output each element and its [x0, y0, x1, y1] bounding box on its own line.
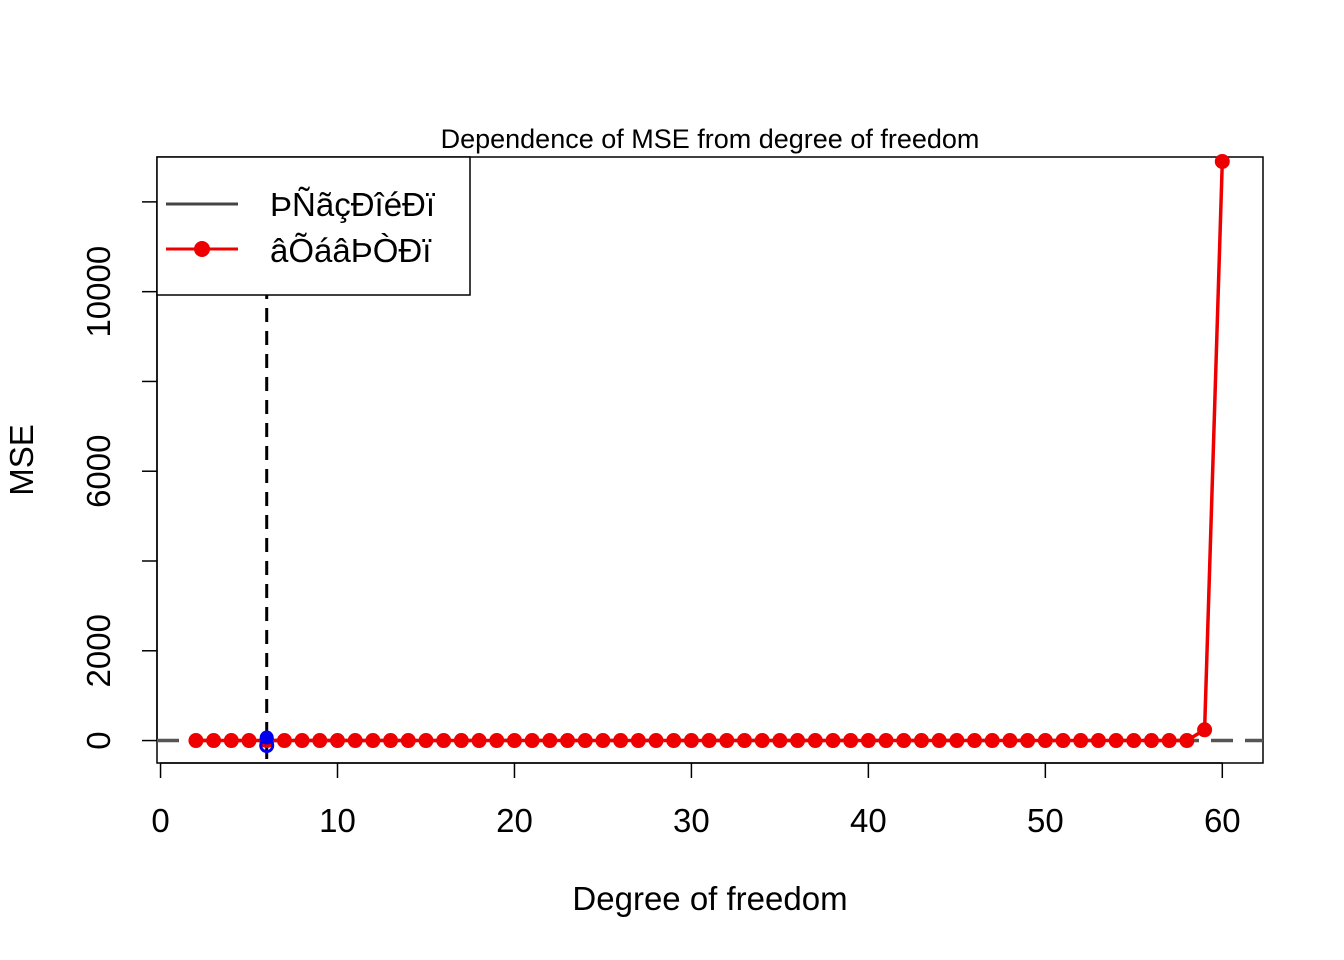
- legend-marker-test: [194, 241, 210, 257]
- series-test-point: [701, 733, 717, 749]
- series-test-point: [630, 733, 646, 749]
- series-test-point: [453, 733, 469, 749]
- series-test-point: [1090, 733, 1106, 749]
- series-test-point: [542, 733, 558, 749]
- series-test-point: [737, 733, 753, 749]
- series-test-point: [913, 733, 929, 749]
- series-test-point: [560, 733, 576, 749]
- series-test-point: [329, 733, 345, 749]
- series-test-point: [506, 733, 522, 749]
- series-test-point: [418, 733, 434, 749]
- series-test-point: [1126, 733, 1142, 749]
- series-test-point: [1055, 733, 1071, 749]
- series-test-point: [719, 733, 735, 749]
- x-tick-label: 10: [319, 802, 356, 839]
- legend: ÞÑãçÐîéÐï âÕáâÞÒÐï: [156, 156, 471, 296]
- series-test-point: [312, 733, 328, 749]
- series-test-point: [613, 733, 629, 749]
- series-test-point: [489, 733, 505, 749]
- series-test-point: [754, 733, 770, 749]
- series-test-point: [1179, 733, 1195, 749]
- series-test-point: [878, 733, 894, 749]
- x-tick-label: 20: [496, 802, 533, 839]
- y-tick-label: 2000: [80, 614, 117, 687]
- x-tick-label: 50: [1027, 802, 1064, 839]
- y-tick-label: 10000: [80, 246, 117, 338]
- series-test-point: [206, 733, 222, 749]
- series-test-point: [772, 733, 788, 749]
- series-test-point: [984, 733, 1000, 749]
- series-test-point: [949, 733, 965, 749]
- series-test-point: [276, 733, 292, 749]
- series-test-point: [1002, 733, 1018, 749]
- series-test-point: [666, 733, 682, 749]
- series-test-point: [577, 733, 593, 749]
- series-test-point: [1214, 153, 1230, 169]
- y-axis-label: MSE: [3, 424, 40, 496]
- series-test-point: [436, 733, 452, 749]
- x-axis: 0 10 20 30 40 50 60: [151, 762, 1241, 839]
- x-tick-label: 60: [1204, 802, 1241, 839]
- series-test-point: [1197, 722, 1213, 738]
- legend-label-theoretical: ÞÑãçÐîéÐï: [270, 186, 436, 223]
- series-test-point: [683, 733, 699, 749]
- series-test-point: [1161, 733, 1177, 749]
- series-test-point: [1108, 733, 1124, 749]
- series-test-point: [595, 733, 611, 749]
- series-test-point: [365, 733, 381, 749]
- series-test-point: [648, 733, 664, 749]
- series-test-point: [843, 733, 859, 749]
- series-test-point: [807, 733, 823, 749]
- series-test-point: [967, 733, 983, 749]
- series-test-point: [860, 733, 876, 749]
- series-test-point: [896, 733, 912, 749]
- series-test-point: [1144, 733, 1160, 749]
- chart-title: Dependence of MSE from degree of freedom: [441, 124, 980, 154]
- series-test-point: [1020, 733, 1036, 749]
- y-tick-label: 6000: [80, 435, 117, 508]
- plot-marks: [157, 153, 1263, 763]
- series-test-point: [347, 733, 363, 749]
- series-test-point: [188, 733, 204, 749]
- series-test-point: [931, 733, 947, 749]
- series-test-point: [524, 733, 540, 749]
- x-tick-label: 30: [673, 802, 710, 839]
- series-test-point: [471, 733, 487, 749]
- series-test-point: [790, 733, 806, 749]
- series-test-point: [383, 733, 399, 749]
- x-tick-label: 0: [151, 802, 169, 839]
- y-axis: 0 2000 6000 10000: [80, 201, 158, 750]
- legend-label-test: âÕáâÞÒÐï: [270, 232, 432, 269]
- y-tick-label: 0: [80, 731, 117, 749]
- x-tick-label: 40: [850, 802, 887, 839]
- series-test-point: [825, 733, 841, 749]
- optimum-point-ring: [259, 738, 275, 754]
- series-test-point: [294, 733, 310, 749]
- series-test-point: [241, 733, 257, 749]
- series-test-point: [1037, 733, 1053, 749]
- legend-box: [156, 156, 471, 296]
- series-test-point: [400, 733, 416, 749]
- x-axis-label: Degree of freedom: [572, 880, 847, 917]
- series-test-point: [1073, 733, 1089, 749]
- series-test-point: [223, 733, 239, 749]
